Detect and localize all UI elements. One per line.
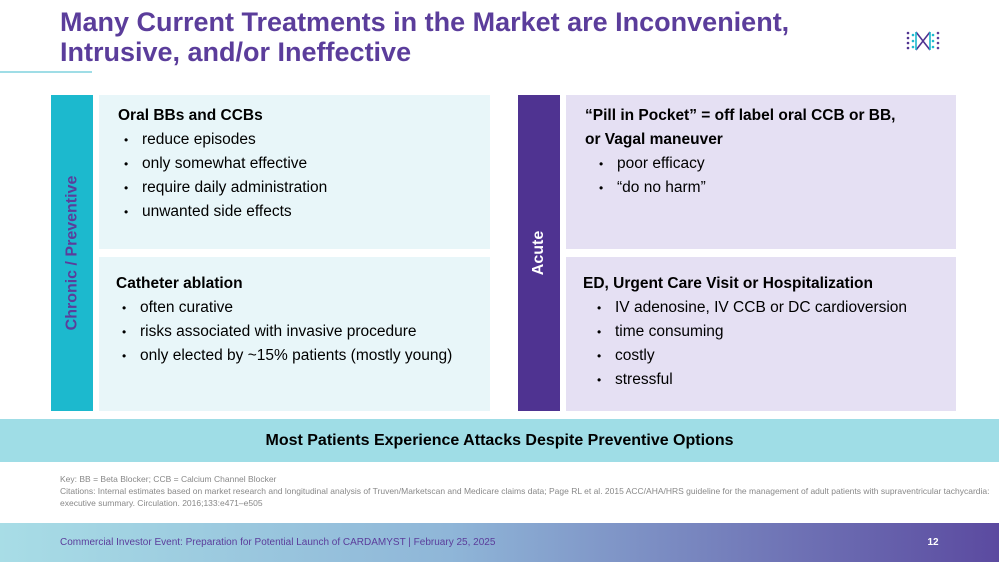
list-item: only somewhat effective xyxy=(118,152,327,176)
abbreviation-key: Key: BB = Beta Blocker; CCB = Calcium Ch… xyxy=(60,474,277,484)
pill-in-pocket-heading-line-2: or Vagal maneuver xyxy=(585,131,723,148)
company-logo-icon xyxy=(906,31,940,51)
acute-sidebar: Acute xyxy=(518,95,560,411)
key-message-banner: Most Patients Experience Attacks Despite… xyxy=(0,419,999,462)
slide-title-line-2: Intrusive, and/or Ineffective xyxy=(60,37,412,67)
oral-bbs-ccbs-heading: Oral BBs and CCBs xyxy=(118,107,263,124)
acute-label: Acute xyxy=(530,230,548,276)
pill-in-pocket-list: poor efficacy “do no harm” xyxy=(593,152,895,200)
slide-title: Many Current Treatments in the Market ar… xyxy=(60,7,880,67)
list-item: risks associated with invasive procedure xyxy=(116,320,452,344)
ed-urgent-care-list: IV adenosine, IV CCB or DC cardioversion… xyxy=(591,296,907,392)
catheter-ablation-list: often curative risks associated with inv… xyxy=(116,296,452,368)
catheter-ablation-heading: Catheter ablation xyxy=(116,275,243,292)
chronic-preventive-label: Chronic / Preventive xyxy=(63,175,80,331)
pill-in-pocket-heading-line-1: “Pill in Pocket” = off label oral CCB or… xyxy=(585,107,896,124)
page-number: 12 xyxy=(927,537,939,548)
list-item: only elected by ~15% patients (mostly yo… xyxy=(116,344,452,368)
list-item: “do no harm” xyxy=(593,176,895,200)
title-underline xyxy=(0,71,92,73)
ed-urgent-care-heading: ED, Urgent Care Visit or Hospitalization xyxy=(583,275,873,292)
list-item: reduce episodes xyxy=(118,128,327,152)
chronic-preventive-sidebar: Chronic / Preventive xyxy=(51,95,93,411)
list-item: poor efficacy xyxy=(593,152,895,176)
list-item: often curative xyxy=(116,296,452,320)
footer-bar: Commercial Investor Event: Preparation f… xyxy=(0,523,999,562)
footnotes: Key: BB = Beta Blocker; CCB = Calcium Ch… xyxy=(60,473,990,509)
pill-in-pocket-box: “Pill in Pocket” = off label oral CCB or… xyxy=(566,95,956,249)
list-item: time consuming xyxy=(591,320,907,344)
footer-text: Commercial Investor Event: Preparation f… xyxy=(60,537,496,548)
catheter-ablation-box: Catheter ablation often curative risks a… xyxy=(99,257,490,411)
citations: Citations: Internal estimates based on m… xyxy=(60,486,990,508)
list-item: unwanted side effects xyxy=(118,200,327,224)
key-message-text: Most Patients Experience Attacks Despite… xyxy=(265,431,734,449)
oral-bbs-ccbs-box: Oral BBs and CCBs reduce episodes only s… xyxy=(99,95,490,249)
list-item: costly xyxy=(591,344,907,368)
ed-urgent-care-box: ED, Urgent Care Visit or Hospitalization… xyxy=(566,257,956,411)
slide-title-line-1: Many Current Treatments in the Market ar… xyxy=(60,7,790,37)
list-item: IV adenosine, IV CCB or DC cardioversion xyxy=(591,296,907,320)
list-item: require daily administration xyxy=(118,176,327,200)
list-item: stressful xyxy=(591,368,907,392)
oral-bbs-ccbs-list: reduce episodes only somewhat effective … xyxy=(118,128,327,224)
